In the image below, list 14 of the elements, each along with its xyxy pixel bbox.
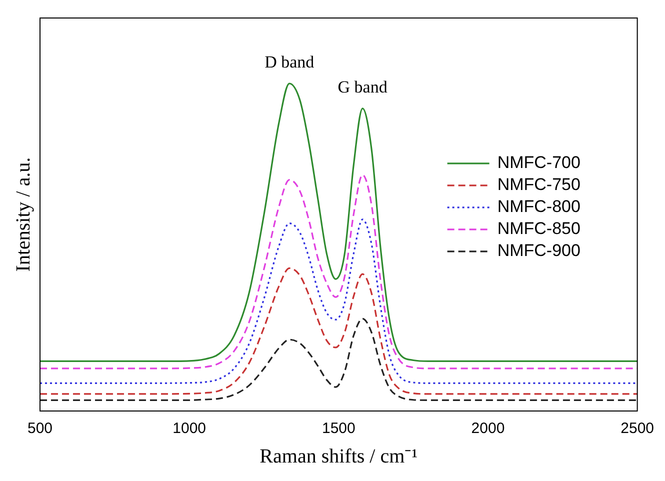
x-tick-label: 2000 <box>471 420 505 438</box>
legend-label: NMFC-900 <box>497 241 580 260</box>
x-tick-label: 1000 <box>172 420 206 438</box>
x-axis-title: Raman shifts / cm⁻¹ <box>260 445 418 468</box>
legend-label: NMFC-850 <box>497 219 580 238</box>
y-axis-title: Intensity / a.u. <box>12 157 34 272</box>
x-tick-label: 2500 <box>620 420 654 438</box>
annotation: G band <box>338 77 388 96</box>
legend-label: NMFC-750 <box>497 175 580 194</box>
x-tick-label: 500 <box>27 420 53 438</box>
text: D band <box>264 52 315 72</box>
legend-label: NMFC-700 <box>497 153 580 172</box>
legend-label: NMFC-800 <box>497 197 580 216</box>
x-tick-label: 1500 <box>322 420 356 438</box>
